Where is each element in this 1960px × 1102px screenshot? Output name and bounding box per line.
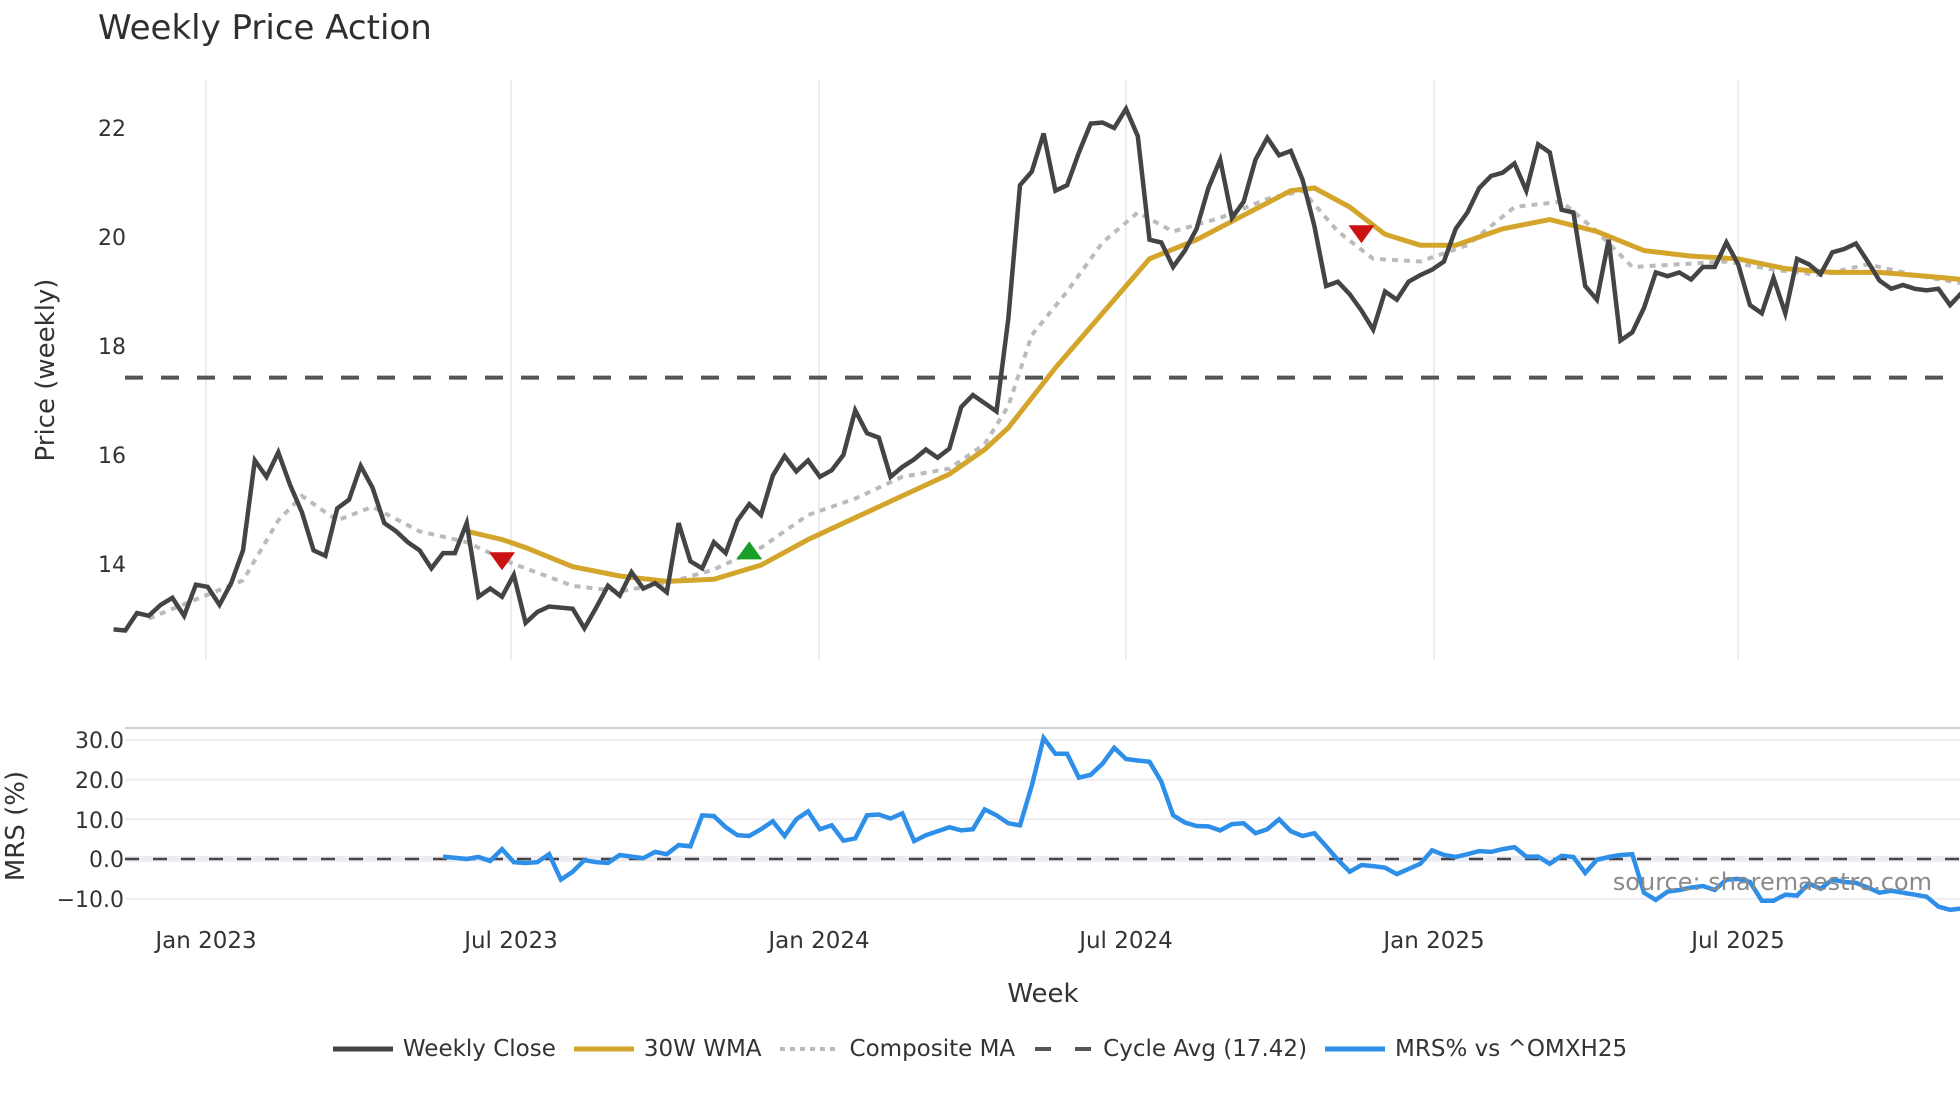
30w-wma-line — [466, 185, 1960, 584]
x-tick: Jul 2025 — [1689, 928, 1785, 954]
y-tick: 0.0 — [89, 848, 124, 873]
mrs-y-axis-label: MRS (%) — [1, 771, 31, 881]
x-tick: Jan 2024 — [766, 928, 869, 954]
solid-line-swatch-icon — [1325, 1046, 1386, 1052]
y-tick: 10.0 — [75, 809, 124, 834]
legend-label: Weekly Close — [402, 1036, 556, 1062]
legend-item-mrs[interactable]: MRS% vs ^OMXH25 — [1325, 1036, 1627, 1062]
composite-ma-line — [148, 188, 1960, 621]
weekly-close-line — [113, 104, 1960, 633]
x-tick: Jan 2025 — [1381, 928, 1484, 954]
legend-item-weekly-close[interactable]: Weekly Close — [332, 1036, 556, 1062]
x-tick: Jul 2023 — [462, 928, 558, 954]
dashed-line-swatch-icon — [1035, 1047, 1094, 1051]
sell-signal-icon — [489, 552, 516, 571]
solid-line-swatch-icon — [332, 1046, 393, 1052]
x-tick: Jan 2023 — [153, 928, 256, 954]
x-tick: Jul 2024 — [1077, 928, 1173, 954]
y-tick: 16 — [98, 444, 126, 469]
legend-label: 30W WMA — [643, 1036, 762, 1062]
legend-label: Composite MA — [849, 1036, 1016, 1062]
y-tick: 22 — [98, 117, 126, 142]
y-tick: 14 — [98, 553, 126, 578]
chart-title: Weekly Price Action — [98, 8, 432, 48]
x-axis: Jan 2023 Jul 2023 Jan 2024 Jul 2024 Jan … — [153, 928, 1784, 954]
y-tick: 18 — [98, 335, 126, 360]
legend-item-composite-ma[interactable]: Composite MA — [779, 1036, 1016, 1062]
legend-item-30w-wma[interactable]: 30W WMA — [573, 1036, 762, 1062]
plot-area — [113, 104, 1960, 913]
mrs-line — [442, 732, 1960, 913]
sell-signal-icon — [1348, 225, 1375, 244]
y-tick: −10.0 — [57, 888, 124, 913]
y-tick: 20.0 — [75, 769, 124, 794]
buy-signal-icon — [736, 541, 763, 560]
legend: Weekly Close 30W WMA Composite MA Cycle … — [0, 1036, 1960, 1062]
legend-item-cycle-avg[interactable]: Cycle Avg (17.42) — [1033, 1036, 1307, 1062]
legend-label: MRS% vs ^OMXH25 — [1395, 1036, 1628, 1062]
price-y-axis-label: Price (weekly) — [31, 279, 61, 462]
legend-label: Cycle Avg (17.42) — [1103, 1036, 1308, 1062]
price-y-axis: 22 20 18 16 14 — [98, 117, 126, 578]
mrs-y-axis: 30.0 20.0 10.0 0.0 −10.0 — [57, 729, 124, 913]
y-tick: 30.0 — [75, 729, 124, 754]
source-watermark: source: sharemaestro.com — [1613, 868, 1932, 896]
solid-line-swatch-icon — [573, 1046, 634, 1052]
vertical-gridlines — [205, 80, 1739, 660]
dotted-line-swatch-icon — [779, 1047, 840, 1051]
y-tick: 20 — [98, 226, 126, 251]
x-axis-label: Week — [1007, 979, 1078, 1009]
